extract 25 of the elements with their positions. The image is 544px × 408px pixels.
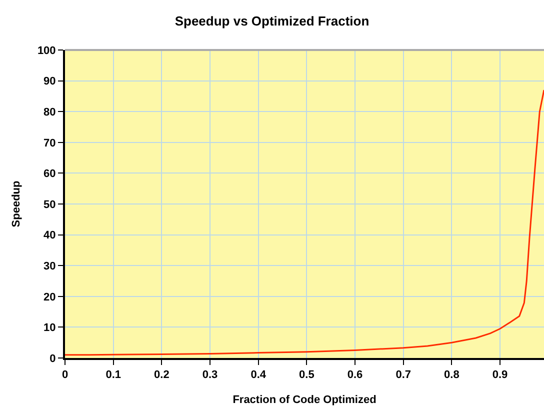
y-tick-label: 90 <box>44 76 56 88</box>
x-tick-label: 0.2 <box>154 369 170 382</box>
x-tick-label: 0.4 <box>250 369 267 382</box>
y-axis-title: Speedup <box>10 180 23 228</box>
x-tick-label: 0 <box>62 369 68 382</box>
x-tick-label: 0.3 <box>202 369 218 382</box>
y-tick-label: 80 <box>44 106 56 118</box>
y-tick-label: 10 <box>44 322 56 334</box>
x-axis-title: Fraction of Code Optimized <box>232 394 376 406</box>
x-tick-label: 0.5 <box>299 369 314 382</box>
x-tick-label: 0.6 <box>347 369 363 382</box>
x-tick-label: 0.9 <box>492 369 508 382</box>
y-tick-label: 100 <box>37 44 56 57</box>
y-tick-label: 40 <box>44 230 56 242</box>
y-tick-label: 20 <box>44 291 56 304</box>
x-tick-label: 0.1 <box>106 369 121 382</box>
y-tick-label: 50 <box>44 198 56 211</box>
y-tick-label: 60 <box>44 168 56 180</box>
x-tick-label: 0.7 <box>396 369 411 382</box>
y-tick-label: 30 <box>44 260 56 272</box>
x-tick-label: 0.8 <box>444 369 460 382</box>
y-tick-label: 0 <box>50 352 56 365</box>
line-series <box>65 89 544 356</box>
chart-title: Speedup vs Optimized Fraction <box>174 13 370 28</box>
y-tick-label: 70 <box>44 137 56 150</box>
